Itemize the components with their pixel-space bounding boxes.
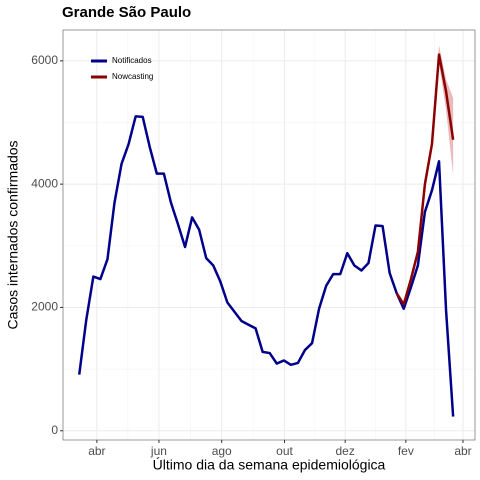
x-tick-label: abr bbox=[454, 444, 471, 458]
x-tick-label: dez bbox=[336, 444, 355, 458]
x-axis-label: Último dia da semana epidemiológica bbox=[153, 457, 386, 473]
y-tick-label: 4000 bbox=[31, 176, 58, 190]
x-tick-label: abr bbox=[88, 444, 105, 458]
x-tick-label: jun bbox=[150, 444, 167, 458]
legend-label: Nowcasting bbox=[112, 72, 153, 81]
panel-border bbox=[62, 29, 476, 441]
y-axis-label: Casos internados confirmados bbox=[5, 140, 21, 329]
series-line bbox=[77, 115, 455, 417]
x-tick-label: out bbox=[276, 444, 293, 458]
y-tick-label: 6000 bbox=[31, 53, 58, 67]
legend-label: Notificados bbox=[112, 56, 152, 65]
x-tick-label: ago bbox=[212, 444, 232, 458]
y-tick-label: 2000 bbox=[31, 300, 58, 314]
y-tick-label: 0 bbox=[51, 423, 58, 437]
chart-title: Grande São Paulo bbox=[62, 4, 191, 21]
x-tick-label: fev bbox=[398, 444, 414, 458]
series-line bbox=[395, 53, 455, 306]
